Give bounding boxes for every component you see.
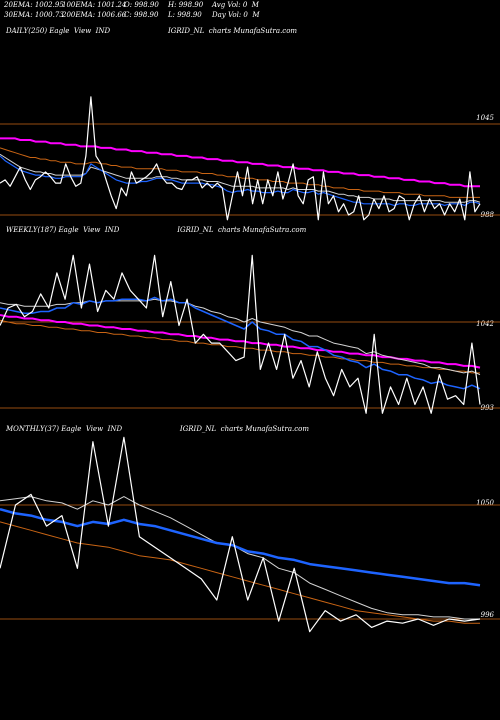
series-line-2-2 bbox=[0, 496, 480, 620]
close-label: C: 998.90 bbox=[124, 11, 159, 19]
series-line-1-1 bbox=[0, 296, 481, 390]
series-line-1-4 bbox=[0, 314, 481, 369]
monthly-y-label-top: 1050 bbox=[476, 499, 494, 507]
weekly-panel-title: WEEKLY(187) Eagle View IND IGRID_NL char… bbox=[6, 226, 307, 234]
low-label: L: 998.90 bbox=[168, 11, 202, 19]
day-vol-label: Day Vol: 0 M bbox=[212, 11, 260, 19]
series-line-1-3 bbox=[0, 319, 480, 374]
series-line-0-3 bbox=[0, 147, 480, 198]
avg-vol-label: Avg Vol: 0 M bbox=[212, 1, 259, 9]
ema-30-label: 30EMA: 1000.73 bbox=[4, 11, 64, 19]
series-line-2-1 bbox=[0, 507, 481, 587]
monthly-panel-title: MONTHLY(37) Eagle View IND IGRID_NL char… bbox=[6, 425, 309, 433]
ema-100-label: 100EMA: 1001.24 bbox=[62, 1, 127, 9]
ema-200-label: 200EMA: 1006.66 bbox=[62, 11, 127, 19]
series-line-2-3 bbox=[0, 521, 480, 624]
series-line-0-0 bbox=[0, 96, 481, 221]
daily-panel-title: DAILY(250) Eagle View IND IGRID_NL chart… bbox=[6, 27, 298, 35]
open-label: O: 998.90 bbox=[124, 1, 159, 9]
monthly-y-label-bottom: 996 bbox=[480, 611, 494, 619]
series-line-0-4 bbox=[0, 137, 480, 188]
ema-20-label: 20EMA: 1002.95 bbox=[4, 1, 64, 9]
daily-y-label-top: 1045 bbox=[476, 114, 494, 122]
series-line-1-0 bbox=[0, 254, 481, 414]
series-line-1-2 bbox=[0, 298, 481, 376]
series-line-2-0 bbox=[0, 436, 481, 633]
high-label: H: 998.90 bbox=[168, 1, 204, 9]
weekly-y-label-top: 1042 bbox=[476, 320, 494, 328]
series-line-0-1 bbox=[0, 155, 481, 206]
